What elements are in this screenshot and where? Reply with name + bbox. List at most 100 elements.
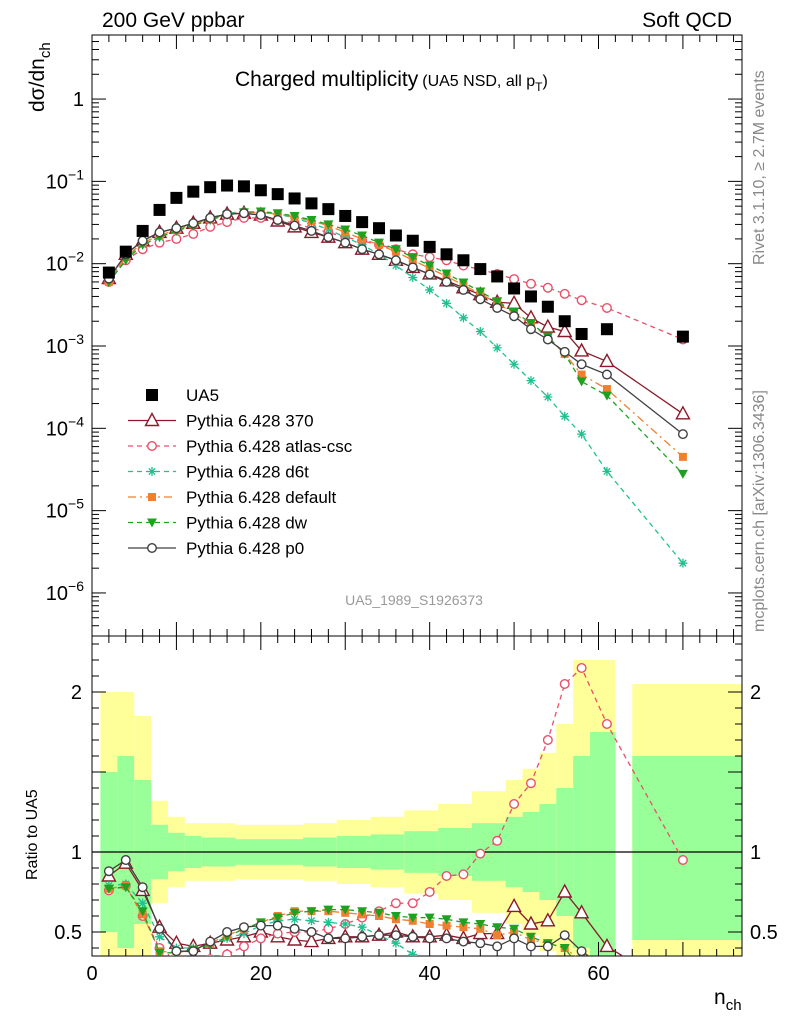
top-point-p0-26 (542, 334, 553, 345)
data-point-ua5-15 (356, 216, 369, 229)
data-point-ua5-19 (423, 240, 436, 253)
ratio-point-dw-15 (357, 907, 368, 917)
ratio-point-atlas_csc-19 (424, 887, 435, 898)
y-tick-label-top-5: 10−1 (46, 166, 84, 193)
top-point-d6t-18 (408, 272, 418, 282)
ratio-point-d6t-20 (442, 968, 451, 977)
ratio-point-default-23 (493, 931, 502, 940)
legend-marker-d6t (147, 467, 157, 476)
ratio-point-p0-15 (357, 931, 368, 942)
ratio-point-dw-27 (559, 944, 570, 953)
top-point-p0-29 (601, 369, 612, 380)
top-point-dw-10 (272, 209, 283, 219)
legend-label-p0: Pythia 6.428 p0 (186, 539, 304, 558)
ratio-point-dw-10 (272, 913, 283, 923)
top-point-p370-28 (573, 342, 590, 357)
data-point-ua5-9 (254, 184, 267, 197)
ratio-point-p370-25 (523, 915, 539, 930)
top-point-default-29 (602, 385, 611, 394)
data-point-ua5-7 (221, 179, 234, 192)
top-point-dw-15 (357, 231, 368, 241)
legend-marker-dw (147, 518, 157, 528)
bottom-plot-frame (91, 635, 743, 957)
band-inner-19 (590, 732, 616, 956)
top-point-atlas_csc-27 (559, 288, 570, 299)
top-point-p0-16 (374, 249, 385, 260)
legend-label-dw: Pythia 6.428 dw (186, 514, 308, 533)
ratio-point-d6t-2 (138, 898, 148, 908)
ratio-point-dw-20 (441, 915, 452, 925)
top-point-dw-23 (492, 297, 503, 307)
ratio-point-dw-22 (475, 920, 486, 929)
ratio-point-p0-28 (576, 946, 587, 956)
ratio-point-p0-24 (509, 933, 520, 944)
top-point-dw-25 (525, 319, 536, 329)
top-point-d6t-23 (492, 343, 502, 353)
ratio-point-atlas_csc-5 (189, 958, 198, 967)
ratio-point-atlas_csc-4 (175, 955, 178, 956)
ratio-point-p370-29 (599, 937, 615, 953)
ratio-point-p0-5 (188, 946, 199, 956)
ratio-point-dw-17 (390, 912, 401, 921)
ratio-point-p0-20 (441, 933, 452, 944)
top-point-d6t-21 (458, 313, 468, 323)
ratio-point-p0-9 (255, 920, 266, 931)
ratio-point-p0-1 (120, 855, 131, 866)
top-point-p0-21 (458, 284, 469, 295)
ratio-point-atlas_csc-23 (492, 835, 503, 846)
y-tick-label-top-3: 10−3 (46, 331, 84, 358)
data-point-ua5-22 (474, 263, 487, 276)
top-point-p0-6 (205, 212, 216, 223)
ratio-point-dw-18 (407, 913, 418, 923)
top-point-dw-22 (475, 287, 486, 297)
ratio-point-d6t-22 (476, 980, 485, 989)
ratio-point-p0-12 (306, 927, 317, 938)
data-point-ua5-23 (491, 270, 504, 283)
ratio-point-atlas_csc-9 (255, 933, 266, 944)
ratio-point-p0-6 (205, 936, 216, 947)
ratio-point-atlas_csc-28 (576, 663, 587, 674)
top-point-p0-12 (306, 225, 317, 236)
top-point-p0-24 (509, 311, 520, 322)
top-point-p0-2 (137, 235, 148, 246)
x-tick-label-1: 20 (250, 963, 272, 985)
data-point-ua5-11 (288, 192, 301, 205)
top-point-default-30 (678, 452, 687, 461)
data-point-ua5-12 (305, 197, 318, 210)
data-point-ua5-20 (440, 248, 453, 261)
ratio-point-p0-22 (475, 938, 486, 949)
ratio-point-p0-27 (559, 930, 570, 941)
data-point-ua5-8 (237, 180, 250, 193)
ratio-point-p370-11 (286, 931, 303, 946)
y-tick-label-top-4: 10−2 (46, 249, 84, 276)
ratio-point-d6t-17 (391, 938, 401, 948)
top-point-atlas_csc-28 (576, 295, 587, 306)
ratio-point-default-19 (425, 920, 434, 928)
top-point-p0-14 (340, 237, 351, 248)
top-point-atlas_csc-29 (601, 302, 612, 313)
ratio-point-d6t-12 (306, 916, 316, 926)
ratio-point-p0-26 (542, 941, 553, 952)
top-point-p0-18 (407, 262, 418, 273)
ratio-point-atlas_csc-18 (407, 898, 418, 909)
ratio-point-p0-19 (424, 933, 435, 944)
top-point-d6t-17 (391, 261, 401, 271)
data-point-ua5-13 (322, 203, 335, 216)
top-point-atlas_csc-25 (525, 278, 536, 289)
data-point-ua5-27 (558, 315, 571, 328)
ratio-point-atlas_csc-22 (475, 848, 486, 859)
top-point-dw-28 (576, 377, 587, 387)
ratio-point-dw-28 (577, 966, 587, 975)
ratio-point-d6t-24 (510, 988, 519, 997)
y-tick-label-top-6: 1 (73, 89, 84, 111)
data-point-ua5-14 (339, 209, 352, 222)
top-point-d6t-29 (602, 466, 612, 476)
ratio-point-p0-7 (222, 927, 233, 938)
data-point-ua5-10 (271, 188, 284, 201)
ratio-point-p0-17 (390, 930, 401, 941)
data-point-ua5-29 (600, 323, 613, 336)
data-point-ua5-4 (170, 191, 183, 204)
top-point-p370-29 (599, 352, 615, 368)
chart-title: Charged multiplicity (UA5 NSD, all pT) (235, 68, 548, 94)
